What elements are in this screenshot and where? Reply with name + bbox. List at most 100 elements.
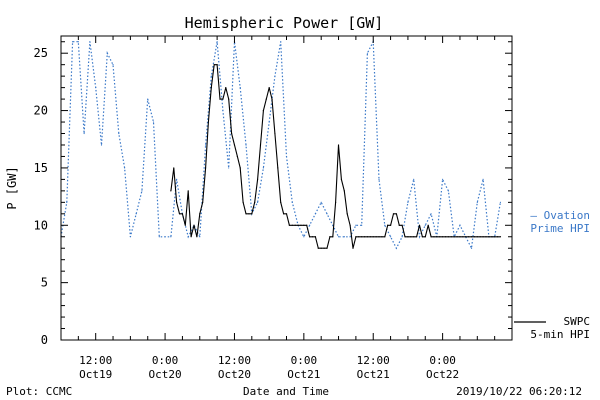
swpc-point bbox=[401, 224, 403, 226]
swpc-point bbox=[210, 87, 212, 89]
ovation-point bbox=[459, 224, 461, 226]
swpc-point bbox=[375, 236, 377, 238]
swpc-point bbox=[404, 236, 406, 238]
swpc-point bbox=[335, 201, 337, 203]
swpc-point bbox=[418, 224, 421, 226]
ovation-point bbox=[424, 224, 426, 226]
x-tick-label-date: Oct20 bbox=[218, 368, 251, 381]
swpc-point bbox=[346, 213, 348, 215]
swpc-point bbox=[274, 132, 276, 135]
plot-frame bbox=[60, 35, 513, 341]
ovation-point bbox=[176, 178, 178, 180]
swpc-point bbox=[456, 236, 458, 238]
ovation-point bbox=[158, 236, 160, 238]
ovation-point bbox=[71, 41, 74, 43]
swpc-point bbox=[271, 98, 273, 100]
swpc-point bbox=[199, 213, 201, 215]
timestamp: 2019/10/22 06:20:12 bbox=[456, 385, 582, 398]
swpc-point bbox=[219, 98, 221, 100]
ovation-point bbox=[274, 75, 276, 77]
swpc-point bbox=[453, 236, 455, 238]
ovation-point bbox=[135, 213, 137, 215]
ovation-point bbox=[395, 247, 397, 249]
swpc-point bbox=[430, 236, 432, 238]
ovation-point bbox=[476, 201, 478, 203]
swpc-point bbox=[447, 236, 449, 238]
plot-area bbox=[60, 35, 513, 341]
swpc-point bbox=[265, 98, 267, 100]
swpc-point bbox=[251, 213, 253, 215]
swpc-point bbox=[465, 236, 467, 238]
swpc-point bbox=[297, 224, 299, 226]
swpc-point bbox=[294, 224, 296, 226]
swpc-point bbox=[207, 121, 210, 123]
swpc-point bbox=[496, 236, 499, 238]
x-tick-label-time: 0:00 bbox=[291, 354, 318, 367]
legend-ovation-line1: — Ovation bbox=[530, 209, 590, 222]
swpc-point bbox=[326, 247, 328, 249]
swpc-point bbox=[213, 64, 215, 66]
x-tick-label-time: 12:00 bbox=[218, 354, 251, 367]
swpc-point bbox=[479, 236, 481, 238]
ovation-point bbox=[83, 132, 85, 135]
swpc-point bbox=[285, 213, 288, 215]
swpc-point bbox=[439, 236, 441, 238]
ovation-point bbox=[378, 178, 380, 180]
ovation-point bbox=[210, 75, 212, 77]
swpc-point bbox=[369, 236, 371, 238]
ovation-point bbox=[407, 201, 409, 203]
ovation-point bbox=[228, 167, 230, 169]
ovation-point bbox=[256, 201, 259, 203]
swpc-point bbox=[398, 224, 400, 226]
swpc-point bbox=[424, 236, 426, 238]
ovation-point bbox=[442, 178, 444, 180]
swpc-point bbox=[337, 144, 340, 146]
swpc-point bbox=[468, 236, 470, 238]
y-tick-label: 25 bbox=[34, 46, 48, 60]
y-tick-label: 20 bbox=[34, 104, 48, 118]
ovation-point bbox=[106, 52, 108, 54]
x-tick-label-date: Oct20 bbox=[149, 368, 182, 381]
swpc-point bbox=[392, 213, 395, 215]
swpc-point bbox=[332, 236, 334, 238]
ovation-point bbox=[401, 236, 403, 238]
x-axis: 12:00Oct190:00Oct2012:00Oct200:00Oct2112… bbox=[77, 36, 496, 381]
ovation-point bbox=[222, 109, 224, 112]
swpc-point bbox=[488, 236, 490, 238]
ovation-point bbox=[314, 213, 317, 215]
ovation-point bbox=[124, 167, 126, 169]
swpc-point bbox=[248, 213, 250, 215]
swpc-point bbox=[462, 236, 464, 238]
swpc-point bbox=[427, 224, 429, 226]
x-tick-label-date: Oct21 bbox=[287, 368, 320, 381]
ovation-point bbox=[343, 236, 345, 238]
swpc-point bbox=[303, 224, 305, 226]
ovation-point bbox=[141, 190, 143, 192]
ovation-point bbox=[152, 121, 155, 123]
swpc-point bbox=[222, 98, 224, 100]
ovation-point bbox=[332, 224, 334, 226]
swpc-point bbox=[178, 213, 181, 215]
swpc-point bbox=[413, 236, 415, 238]
swpc-point bbox=[262, 109, 264, 112]
swpc-line bbox=[170, 64, 501, 249]
y-axis: 0 5 10 15 20 25 bbox=[34, 41, 512, 347]
ovation-point bbox=[170, 236, 172, 238]
plot-credit: Plot: CCMC bbox=[6, 385, 72, 398]
ovation-point bbox=[95, 87, 97, 89]
swpc-point bbox=[473, 236, 476, 238]
swpc-point bbox=[236, 155, 238, 158]
swpc-point bbox=[358, 236, 360, 238]
swpc-point bbox=[491, 236, 493, 238]
swpc-point bbox=[499, 236, 502, 238]
ovation-point bbox=[77, 41, 79, 43]
chart-title: Hemispheric Power [GW] bbox=[185, 14, 384, 32]
swpc-point bbox=[442, 236, 444, 238]
swpc-point bbox=[280, 201, 282, 203]
ovation-point bbox=[204, 144, 207, 146]
swpc-point bbox=[378, 236, 380, 238]
ovation-point bbox=[147, 98, 149, 100]
swpc-point bbox=[314, 236, 317, 238]
swpc-point bbox=[242, 201, 244, 203]
